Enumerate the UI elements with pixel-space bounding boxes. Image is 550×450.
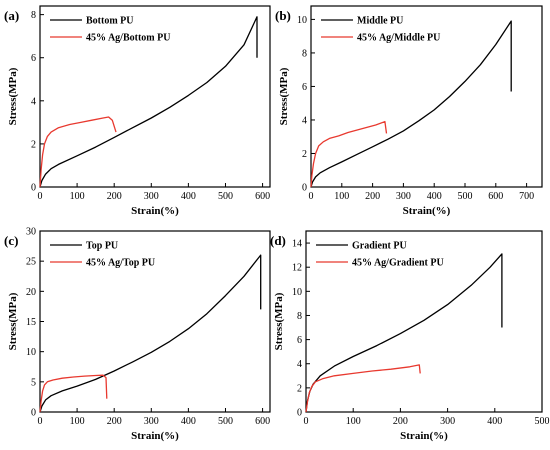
panel-label: (a): [4, 8, 19, 23]
y-tick-label: 10: [26, 347, 36, 358]
x-tick-label: 500: [535, 416, 550, 427]
y-tick-label: 6: [31, 53, 36, 64]
plot-frame: [310, 5, 543, 188]
x-tick-label: 700: [519, 191, 534, 202]
x-axis-label: Strain(%): [403, 205, 451, 217]
series-line-neat: [305, 253, 503, 413]
y-tick-label: 8: [31, 10, 36, 21]
legend-label: 45% Ag/Gradient PU: [352, 258, 444, 269]
x-tick-label: 0: [309, 191, 314, 202]
x-tick-label: 400: [181, 191, 196, 202]
chart-panel: 0 100 200 300 400 500 600 0 5 10 15 20 25 30 Strain(%)…: [4, 227, 271, 442]
x-tick-label: 400: [427, 191, 442, 202]
y-tick-label: 14: [292, 239, 302, 250]
plot-frame: [39, 5, 271, 188]
x-tick-label: 500: [218, 416, 233, 427]
series-line-neat: [310, 20, 512, 188]
x-tick-label: 600: [255, 416, 270, 427]
x-tick-label: 300: [396, 191, 411, 202]
y-tick-label: 4: [302, 115, 307, 126]
x-tick-label: 100: [346, 416, 361, 427]
y-axis-label: Stress(MPa): [278, 67, 290, 125]
x-tick-label: 200: [365, 191, 380, 202]
y-axis-label: Stress(MPa): [273, 292, 285, 350]
y-axis-label: Stress(MPa): [7, 292, 19, 350]
y-tick-label: 15: [26, 317, 36, 328]
y-tick-label: 6: [297, 335, 302, 346]
series-line-ag: [310, 120, 388, 188]
x-tick-label: 300: [144, 191, 159, 202]
x-tick-label: 300: [440, 416, 455, 427]
y-tick-label: 10: [297, 15, 307, 26]
y-tick-label: 0: [31, 183, 36, 194]
y-tick-label: 12: [292, 263, 302, 274]
x-tick-label: 100: [70, 191, 85, 202]
y-tick-label: 4: [297, 359, 302, 370]
series-line-neat: [39, 254, 262, 413]
legend-label: Middle PU: [357, 16, 403, 27]
chart-panel: 0 100 200 300 400 500 0 2 4 6 8 10 12 14 Strain(%) Stre…: [270, 230, 550, 442]
x-tick-label: 600: [488, 191, 503, 202]
y-axis-label: Stress(MPa): [7, 67, 19, 125]
x-axis-label: Strain(%): [131, 430, 179, 442]
x-tick-label: 100: [334, 191, 349, 202]
x-tick-label: 600: [255, 191, 270, 202]
y-tick-label: 8: [302, 48, 307, 59]
series-line-ag: [39, 116, 117, 188]
panel-label: (d): [270, 233, 286, 248]
x-tick-label: 300: [144, 416, 159, 427]
plot-frame: [305, 230, 543, 413]
y-tick-label: 6: [302, 82, 307, 93]
legend-label: Top PU: [86, 241, 118, 252]
y-tick-label: 20: [26, 287, 36, 298]
y-tick-label: 2: [297, 383, 302, 394]
x-tick-label: 0: [304, 416, 309, 427]
y-tick-label: 25: [26, 257, 36, 268]
chart-panel: 0 100 200 300 400 500 600 0 2 4 6 8 Strain(%) Stress(…: [4, 5, 271, 217]
y-tick-label: 8: [297, 311, 302, 322]
panel-label: (b): [275, 8, 291, 23]
x-tick-label: 0: [38, 416, 43, 427]
chart-panel: 0 100 200 300 400 500 600 700 0 2 4 6 8 10 Strain(%) St…: [275, 5, 543, 217]
y-tick-label: 0: [297, 408, 302, 419]
x-tick-label: 400: [487, 416, 502, 427]
panel-label: (c): [4, 233, 18, 248]
legend-label: 45% Ag/Bottom PU: [86, 33, 170, 44]
x-tick-label: 200: [393, 416, 408, 427]
y-tick-label: 0: [31, 408, 36, 419]
series-line-neat: [39, 16, 258, 188]
y-tick-label: 4: [31, 96, 36, 107]
y-tick-label: 2: [31, 139, 36, 150]
legend-label: Bottom PU: [86, 16, 134, 27]
legend-label: 45% Ag/Top PU: [86, 258, 155, 269]
x-tick-label: 500: [218, 191, 233, 202]
y-tick-label: 2: [302, 149, 307, 160]
x-tick-label: 200: [107, 191, 122, 202]
y-tick-label: 30: [26, 227, 36, 238]
x-tick-label: 100: [70, 416, 85, 427]
y-tick-label: 5: [31, 377, 36, 388]
x-tick-label: 0: [38, 191, 43, 202]
legend-label: 45% Ag/Middle PU: [357, 33, 440, 44]
x-tick-label: 200: [107, 416, 122, 427]
legend-label: Gradient PU: [352, 241, 407, 252]
x-axis-label: Strain(%): [400, 430, 448, 442]
y-tick-label: 0: [302, 183, 307, 194]
series-line-ag: [305, 364, 421, 413]
x-tick-label: 500: [458, 191, 473, 202]
x-tick-label: 400: [181, 416, 196, 427]
y-tick-label: 10: [292, 287, 302, 298]
x-axis-label: Strain(%): [131, 205, 179, 217]
series-line-ag: [39, 374, 108, 413]
